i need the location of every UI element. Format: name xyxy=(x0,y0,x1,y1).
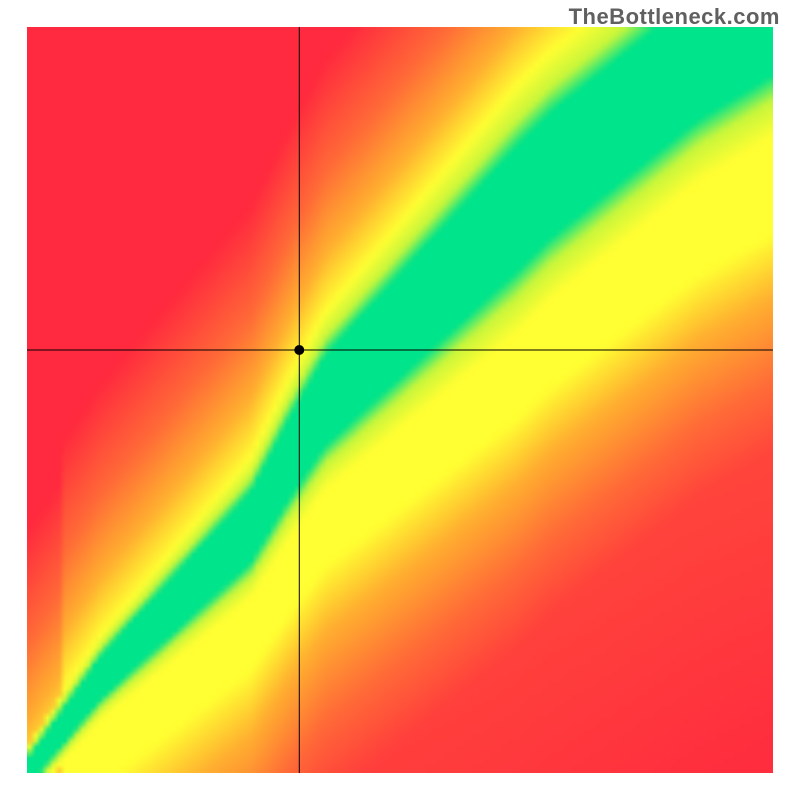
watermark-text: TheBottleneck.com xyxy=(569,4,780,30)
crosshair-marker xyxy=(294,345,304,355)
crosshair-overlay xyxy=(27,27,773,773)
